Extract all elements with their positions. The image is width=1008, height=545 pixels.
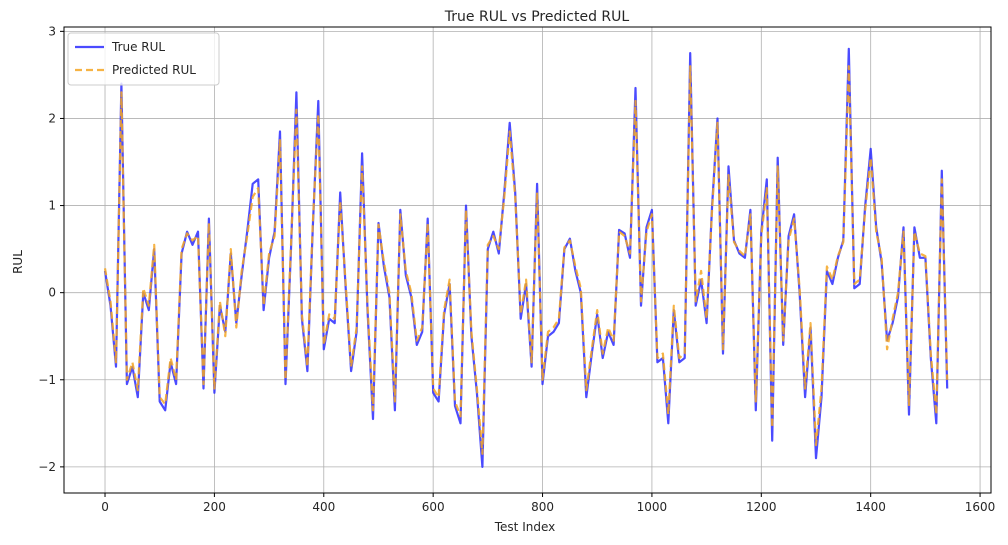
y-tick-label: 1 xyxy=(48,199,56,213)
y-tick-label: −2 xyxy=(38,460,56,474)
x-tick-label: 600 xyxy=(422,500,445,514)
x-tick-label: 1000 xyxy=(637,500,668,514)
y-axis-label: RUL xyxy=(11,250,25,274)
legend-label-true-rul: True RUL xyxy=(111,40,165,54)
y-tick-label: −1 xyxy=(38,373,56,387)
x-tick-label: 1200 xyxy=(746,500,777,514)
chart-title: True RUL vs Predicted RUL xyxy=(444,9,630,25)
series-layer xyxy=(103,47,949,468)
legend-label-predicted-rul: Predicted RUL xyxy=(112,63,196,77)
x-axis-label: Test Index xyxy=(494,520,555,534)
x-tick-label: 1400 xyxy=(855,500,886,514)
x-tick-label: 200 xyxy=(203,500,226,514)
x-tick-label: 800 xyxy=(531,500,554,514)
legend: True RUL Predicted RUL xyxy=(67,32,220,86)
plot-frame xyxy=(63,26,992,494)
grid-lines xyxy=(64,27,991,493)
x-tick-label: 400 xyxy=(312,500,335,514)
x-tick-label: 1600 xyxy=(965,500,996,514)
legend-box xyxy=(67,32,220,86)
x-tick-label: 0 xyxy=(101,500,109,514)
x-axis-ticks: 0 200 400 600 800 1000 1200 1400 1600 xyxy=(101,493,995,514)
y-tick-label: 3 xyxy=(48,24,56,38)
predicted-rul-series-line xyxy=(103,65,949,455)
y-tick-label: 0 xyxy=(48,286,56,300)
y-tick-label: 2 xyxy=(48,111,56,125)
y-axis-ticks: −2 −1 0 1 2 3 xyxy=(38,24,64,474)
